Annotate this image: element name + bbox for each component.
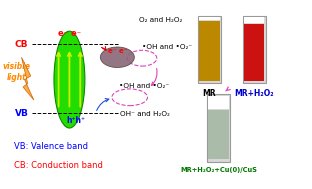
Text: OH⁻ and H₂O₂: OH⁻ and H₂O₂ [120,111,170,117]
Text: MR+H₂O₂: MR+H₂O₂ [234,89,274,98]
Bar [243,16,266,83]
FancyArrowPatch shape [101,46,106,50]
FancyArrowPatch shape [151,68,157,85]
Bar [199,17,220,20]
Text: VB: Valence band: VB: Valence band [14,142,88,151]
Text: h⁺h⁺: h⁺h⁺ [66,116,85,125]
Text: CB: Conduction band: CB: Conduction band [14,161,103,170]
Text: O₂ and H₂O₂: O₂ and H₂O₂ [139,17,183,23]
Bar [208,96,229,109]
Bar [198,16,221,83]
Text: visible
light: visible light [3,62,31,82]
Text: e⁻ e⁻: e⁻ e⁻ [58,29,81,38]
Bar [244,17,264,23]
Ellipse shape [54,31,85,128]
Text: MR+H₂O₂+Cu(0)/CuS: MR+H₂O₂+Cu(0)/CuS [180,167,257,173]
Text: •OH and •O₂⁻: •OH and •O₂⁻ [142,44,192,50]
Bar [207,94,230,162]
Text: e⁻ e⁻: e⁻ e⁻ [108,48,127,54]
Text: CB: CB [15,40,28,49]
Circle shape [100,47,134,67]
FancyArrowPatch shape [226,87,230,91]
Bar [208,110,229,159]
Bar [244,24,264,81]
Text: MR: MR [202,89,216,98]
Text: •OH and •O₂⁻: •OH and •O₂⁻ [119,83,169,89]
Polygon shape [22,57,34,100]
Bar [199,21,220,81]
FancyArrowPatch shape [97,98,109,111]
Text: VB: VB [15,109,28,118]
